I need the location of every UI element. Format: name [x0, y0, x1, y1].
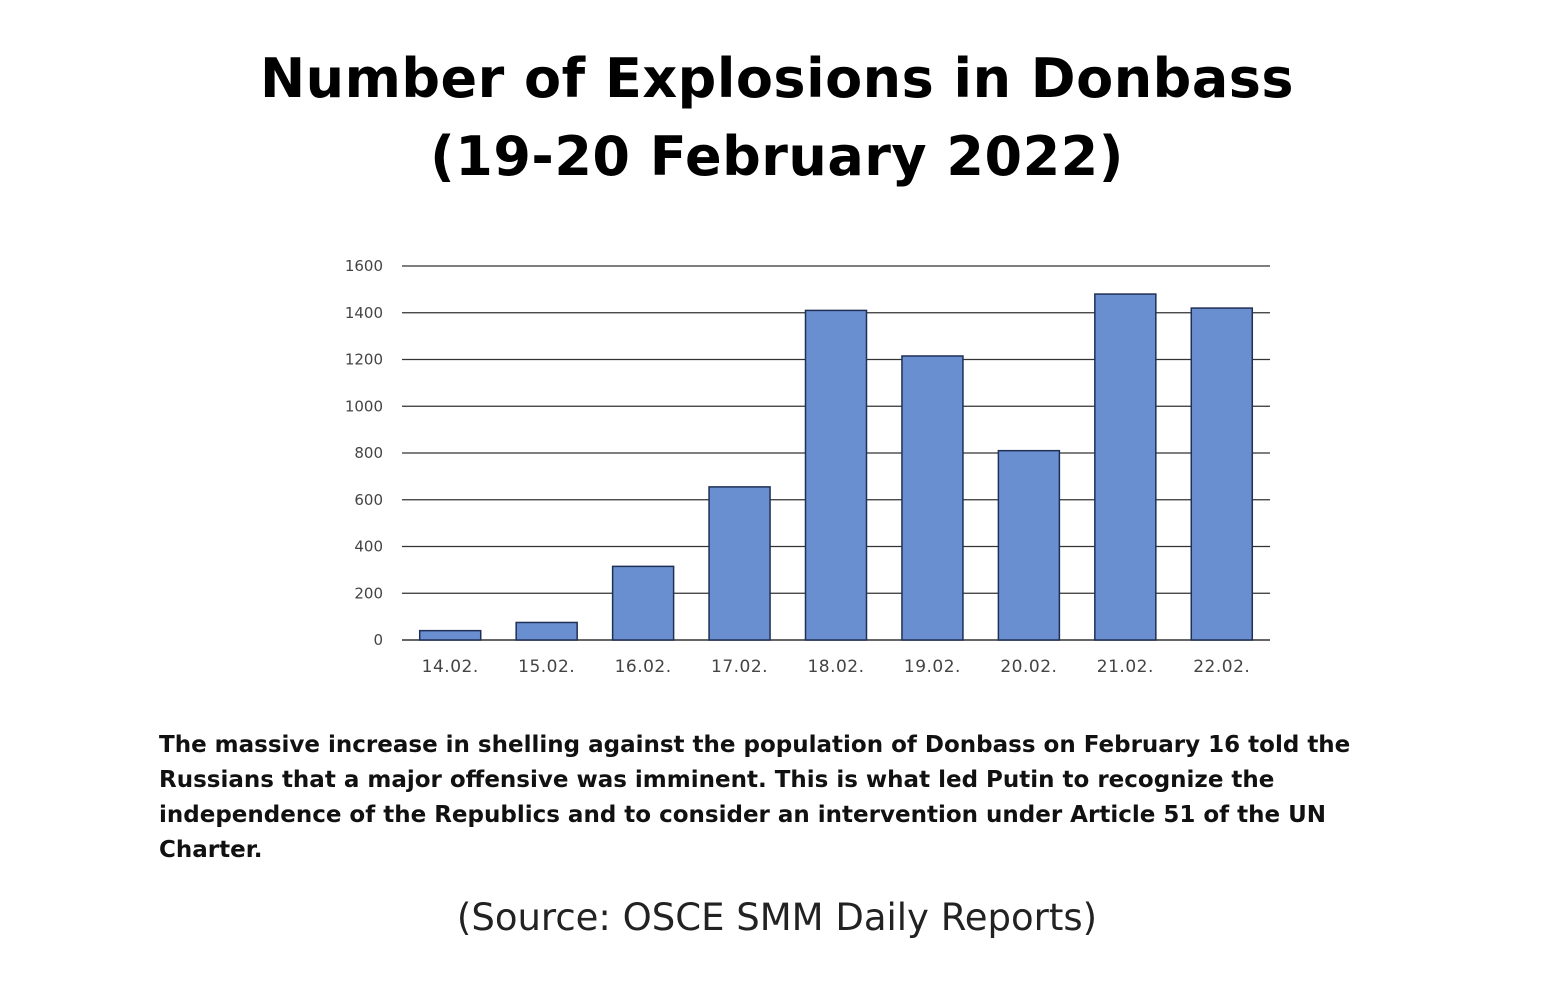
source-note: (Source: OSCE SMM Daily Reports): [456, 896, 1098, 939]
chart-title-line-2: (19-20 February 2022): [430, 125, 1124, 188]
x-category-label: 18.02.: [807, 657, 864, 677]
bars: [418, 293, 1254, 641]
chart-title: Number of Explosions in Donbass (19-20 F…: [0, 40, 1554, 196]
bar-22-02: [1190, 307, 1254, 641]
y-tick-label: 0: [373, 631, 383, 649]
x-category-label: 17.02.: [711, 657, 768, 677]
bar-17-02: [708, 486, 771, 641]
bar-21-02: [1094, 293, 1157, 641]
x-category-label: 19.02.: [904, 657, 961, 677]
bar-14-02: [418, 629, 482, 641]
x-category-label: 16.02.: [615, 657, 672, 677]
bar-15-02: [515, 621, 578, 641]
bar-chart: 0 200 400 600 800 1000 1200 1400 1600 14.02. 15.0…: [345, 257, 1270, 677]
bar-19-02: [901, 355, 964, 641]
x-category-label: 15.02.: [518, 657, 575, 677]
x-axis-categories: 14.02. 15.02. 16.02. 17.02. 18.02. 19.02. 20.0…: [422, 657, 1250, 677]
y-tick-label: 1000: [345, 397, 383, 415]
bar-16-02: [611, 565, 675, 641]
x-category-label: 14.02.: [422, 657, 479, 677]
y-tick-label: 800: [354, 444, 383, 462]
y-tick-label: 1600: [345, 257, 383, 275]
y-tick-label: 600: [354, 491, 383, 509]
y-tick-label: 1200: [345, 351, 383, 369]
y-tick-label: 400: [354, 538, 383, 556]
y-tick-label: 200: [354, 584, 383, 602]
y-axis-ticks: 0 200 400 600 800 1000 1200 1400 1600: [345, 257, 383, 649]
bar-20-02: [997, 449, 1061, 641]
caption-text: The massive increase in shelling against…: [159, 732, 1351, 863]
x-category-label: 21.02.: [1097, 657, 1154, 677]
chart-title-line-1: Number of Explosions in Donbass: [259, 47, 1295, 110]
y-tick-label: 1400: [345, 304, 383, 322]
x-category-label: 20.02.: [1000, 657, 1057, 677]
bar-18-02: [804, 309, 868, 641]
x-category-label: 22.02.: [1193, 657, 1250, 677]
